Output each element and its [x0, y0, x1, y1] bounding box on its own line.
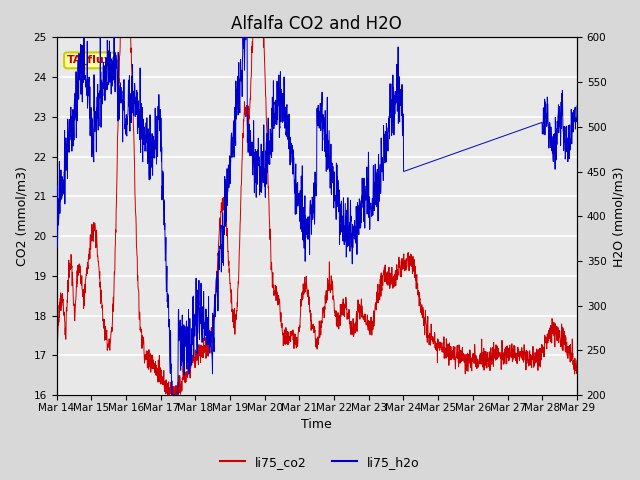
Text: TA_flux: TA_flux [67, 55, 112, 65]
X-axis label: Time: Time [301, 419, 332, 432]
Title: Alfalfa CO2 and H2O: Alfalfa CO2 and H2O [232, 15, 402, 33]
Y-axis label: H2O (mmol/m3): H2O (mmol/m3) [612, 166, 625, 266]
Y-axis label: CO2 (mmol/m3): CO2 (mmol/m3) [15, 167, 28, 266]
Legend: li75_co2, li75_h2o: li75_co2, li75_h2o [215, 451, 425, 474]
